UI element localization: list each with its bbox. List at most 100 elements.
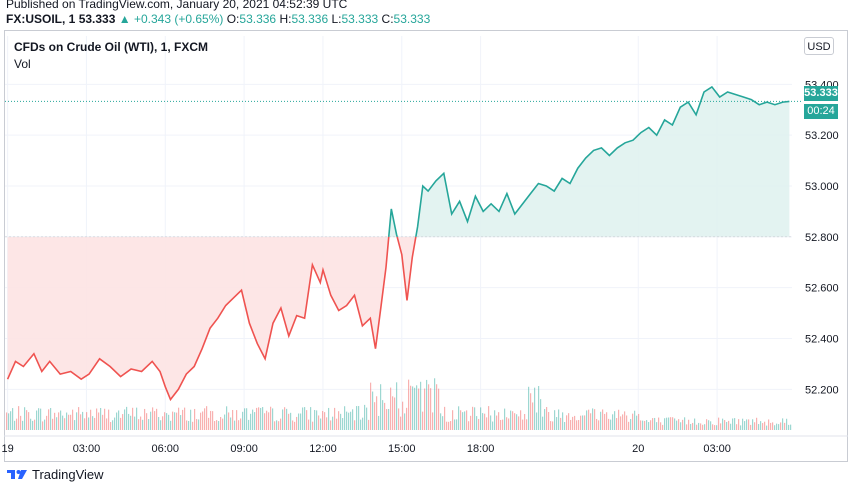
volume-bar: [496, 415, 498, 430]
volume-bar: [672, 417, 674, 430]
volume-bar: [434, 378, 436, 430]
volume-bar: [588, 409, 590, 430]
volume-bar: [426, 379, 428, 430]
volume-bar: [46, 415, 48, 430]
volume-bar: [452, 410, 454, 430]
volume-bar: [72, 409, 74, 430]
volume-bar: [282, 409, 284, 430]
volume-bar: [348, 412, 350, 430]
volume-bar: [790, 424, 792, 430]
volume-bar: [170, 420, 172, 430]
volume-bar: [754, 422, 756, 430]
volume-bar: [322, 410, 324, 430]
volume-bar: [22, 420, 24, 430]
volume-bar: [558, 409, 560, 430]
volume-bar: [650, 420, 652, 430]
volume-bar: [36, 410, 38, 430]
volume-bar: [766, 425, 768, 430]
volume-bar: [712, 424, 714, 430]
volume-bar: [750, 424, 752, 430]
volume-bar: [786, 418, 788, 430]
volume-bar: [666, 417, 668, 430]
volume-bar: [462, 412, 464, 430]
volume-bar: [84, 418, 86, 430]
close-value: 53.333: [393, 12, 431, 26]
volume-bar: [784, 422, 786, 430]
volume-bar: [330, 420, 332, 430]
volume-bar: [306, 410, 308, 430]
volume-bar: [494, 410, 496, 430]
currency-button[interactable]: USD: [804, 37, 834, 55]
volume-bar: [162, 416, 164, 430]
volume-legend[interactable]: Vol: [14, 57, 31, 71]
volume-bar: [532, 402, 534, 430]
volume-bar: [122, 414, 124, 430]
volume-bar: [26, 410, 28, 430]
footer-brand[interactable]: TradingView: [6, 467, 104, 483]
last-price-tag: 53.333: [804, 86, 838, 101]
volume-bar: [294, 421, 296, 430]
volume-bar: [124, 409, 126, 430]
volume-bar: [722, 418, 724, 430]
volume-bar: [28, 412, 30, 430]
volume-bar: [104, 408, 106, 430]
volume-bar: [242, 411, 244, 430]
volume-bar: [24, 407, 26, 430]
volume-bar: [414, 387, 416, 430]
volume-bar: [530, 393, 532, 430]
volume-bar: [732, 418, 734, 430]
volume-bar: [372, 391, 374, 430]
chart-legend-title[interactable]: CFDs on Crude Oil (WTI), 1, FXCM: [14, 40, 208, 54]
volume-bar: [740, 425, 742, 430]
volume-bar: [290, 412, 292, 430]
volume-bar: [704, 424, 706, 430]
volume-bar: [538, 386, 540, 430]
volume-bar: [694, 418, 696, 430]
volume-bar: [686, 424, 688, 430]
volume-bar: [158, 417, 160, 430]
volume-bar: [284, 407, 286, 430]
volume-bar: [542, 416, 544, 430]
y-tick-label: 52.400: [805, 334, 839, 346]
volume-bar: [260, 407, 262, 430]
volume-bar: [42, 421, 44, 430]
volume-bar: [688, 419, 690, 430]
volume-bar: [760, 421, 762, 430]
volume-bar: [436, 384, 438, 430]
chart-frame[interactable]: [4, 30, 848, 462]
volume-bar: [130, 415, 132, 430]
volume-bar: [270, 406, 272, 430]
volume-bar: [432, 412, 434, 430]
volume-bar: [458, 406, 460, 430]
volume-bar: [412, 386, 414, 430]
volume-bar: [296, 416, 298, 430]
volume-bar: [12, 408, 14, 430]
volume-bar: [768, 419, 770, 430]
volume-bar: [314, 409, 316, 430]
volume-bar: [738, 419, 740, 430]
volume-bar: [654, 417, 656, 430]
bar-countdown-tag: 00:24: [804, 104, 838, 119]
published-caption: Published on TradingView.com, January 20…: [6, 0, 348, 11]
volume-bar: [514, 413, 516, 430]
volume-bar: [186, 420, 188, 430]
volume-bar: [410, 385, 412, 430]
volume-bar: [68, 414, 70, 430]
volume-bar: [500, 419, 502, 430]
volume-bar: [600, 411, 602, 430]
volume-bar: [232, 409, 234, 430]
ohlc-strip: FX:USOIL, 1 53.333 ▲ +0.343 (+0.65%) O:5…: [6, 12, 430, 26]
volume-bar: [684, 417, 686, 430]
volume-bar: [564, 421, 566, 430]
volume-bar: [172, 411, 174, 430]
volume-bar: [94, 417, 96, 430]
volume-bar: [386, 409, 388, 430]
volume-bar: [730, 423, 732, 430]
volume-bar: [502, 419, 504, 430]
volume-bar: [100, 407, 102, 430]
volume-bar: [266, 410, 268, 430]
x-tick-label: 20: [632, 443, 644, 455]
volume-bar: [504, 408, 506, 430]
volume-bar: [568, 413, 570, 430]
